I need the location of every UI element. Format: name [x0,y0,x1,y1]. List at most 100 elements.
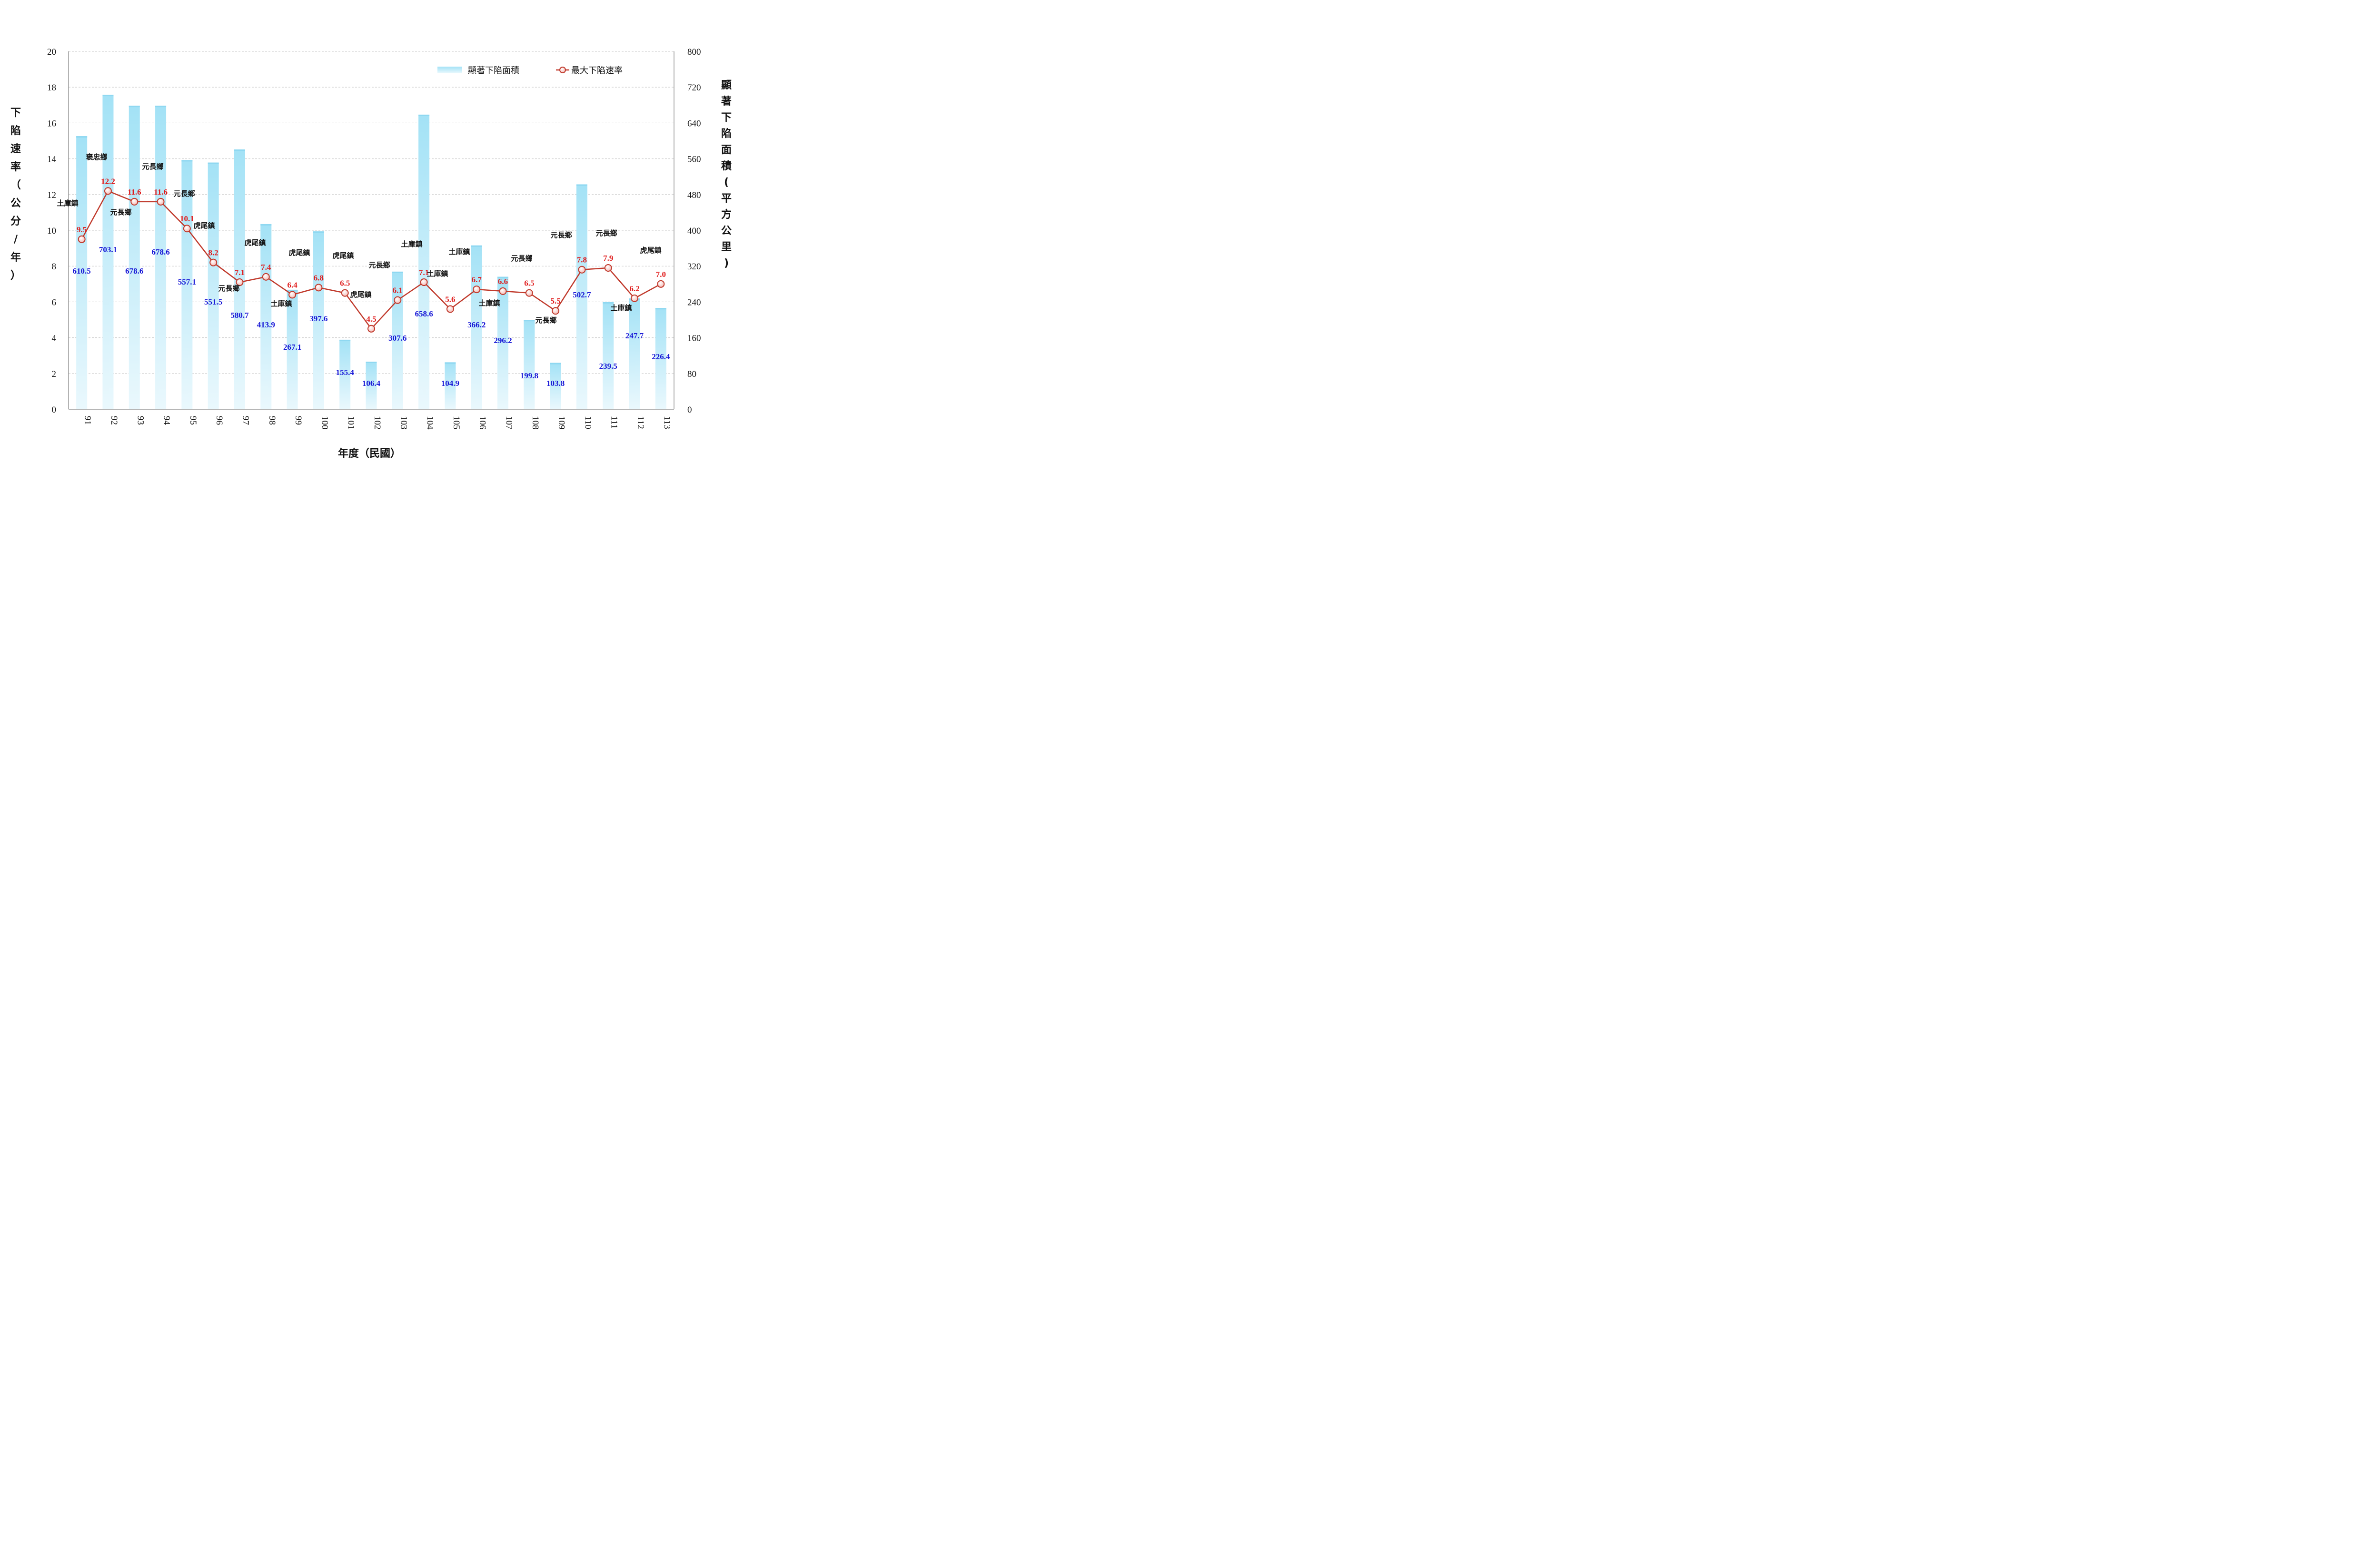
area-bar-top [155,106,167,108]
rate-point [657,280,665,288]
area-bar [418,114,430,409]
rate-value-label: 5.6 [445,295,455,304]
y-right-tick-label: 800 [687,47,701,57]
rate-value-label: 6.5 [340,279,350,288]
area-bar [313,231,324,409]
area-bar-top [208,162,219,164]
town-annotation: 土庫鎮 [448,247,470,256]
area-bar-top [550,363,561,365]
rate-point [130,197,139,206]
rate-value-label: 7.9 [603,254,613,263]
x-tick-label: 105 [451,416,461,430]
area-value-label: 103.8 [546,379,565,388]
x-tick-label: 108 [530,416,540,430]
legend-bar-swatch [437,67,462,73]
y-left-tick-label: 20 [47,47,56,57]
x-tick-label: 91 [83,416,93,425]
y-right-title-char: 平 [721,193,732,205]
area-bar [603,302,614,409]
rate-point [209,258,218,266]
y-right-tick-label: 720 [687,83,701,93]
rate-value-label: 7.1 [419,268,429,277]
area-bar [629,298,640,409]
area-value-label: 366.2 [467,320,486,329]
area-bar [497,276,509,409]
y-left-title-char: 下 [10,107,21,119]
data-labels: 610.5 703.1 678.6 678.6 557.1 551.5 580.7 413.9… [57,153,670,388]
rate-value-label: 11.6 [128,187,141,197]
rate-point [183,225,191,233]
legend-line-marker [559,67,566,73]
area-value-label: 678.6 [125,266,143,276]
area-bar-top [129,106,140,108]
area-bar [287,289,298,409]
area-bar [208,162,219,410]
y-right-tick-label: 320 [687,262,701,272]
area-bar-top [339,339,351,341]
area-bar-top [497,276,509,278]
x-tick-label: 106 [477,416,487,430]
gridlines [69,51,674,374]
rate-point [631,294,639,302]
y-right-title-char: 陷 [721,128,732,140]
town-annotation: 虎尾鎮 [350,290,371,299]
legend-bar-label: 顯著下陷面積 [468,66,519,76]
y-right-title-char: 公 [721,225,732,237]
y-right-title-char: 里 [721,241,732,253]
rate-point [394,296,402,304]
rate-line [78,187,665,333]
y-left-tick-label: 14 [47,155,57,165]
area-bar [102,95,114,409]
y-right-tick-label: 400 [687,226,701,236]
y-right-tick-label: 560 [687,155,701,165]
rate-point [552,307,560,315]
rate-point [420,278,428,286]
area-value-label: 307.6 [388,334,407,343]
area-bar [260,224,272,409]
area-bar [550,363,561,409]
x-tick-label: 104 [425,416,435,430]
area-bar [76,136,88,409]
rate-value-label: 6.1 [393,286,403,295]
y-left-tick-label: 8 [52,262,57,272]
rate-point [262,273,270,281]
y-left-tick-label: 18 [47,83,56,93]
rate-polyline [81,190,661,330]
x-tick-label: 97 [240,416,250,425]
town-annotation: 土庫鎮 [401,240,422,248]
y-right-title-char: 下 [721,112,732,124]
subsidence-chart: 610.5 703.1 678.6 678.6 557.1 551.5 580.7 413.9… [10,47,732,460]
y-left-tick-label: 4 [52,334,57,344]
rate-value-label: 6.8 [314,273,324,282]
area-value-label: 610.5 [73,266,91,276]
area-value-label: 658.6 [415,309,433,318]
area-bar [129,106,140,410]
area-bar [181,160,193,409]
y-right-tick-label: 80 [687,369,696,379]
rate-value-label: 7.4 [261,263,271,272]
town-annotation: 土庫鎮 [426,269,448,278]
y-right-title-char: 積 [721,160,732,172]
rate-point [604,264,612,272]
rate-point [578,266,586,274]
rate-point [367,325,375,333]
town-annotation: 元長鄉 [511,254,532,263]
x-tick-label: 100 [319,416,329,430]
area-value-label: 502.7 [573,290,591,299]
town-annotation: 褒忠鄉 [85,153,107,161]
town-annotation: 元長鄉 [535,316,556,325]
area-bar-top [576,184,587,186]
y-right-tick-label: 640 [687,118,701,128]
area-value-label: 580.7 [230,311,249,320]
legend: 顯著下陷面積 最大下陷速率 [437,66,623,76]
x-tick-label: 113 [662,416,672,429]
y-left-tick-label: 16 [47,118,56,128]
rate-value-label: 6.7 [472,275,482,284]
area-bar [392,271,403,409]
area-bar [445,362,456,409]
town-annotation: 元長鄉 [173,189,195,198]
rate-point [236,278,244,286]
area-value-label: 226.4 [652,352,670,361]
y-left-tick-label: 0 [52,405,57,415]
town-annotation: 元長鄉 [368,261,390,269]
